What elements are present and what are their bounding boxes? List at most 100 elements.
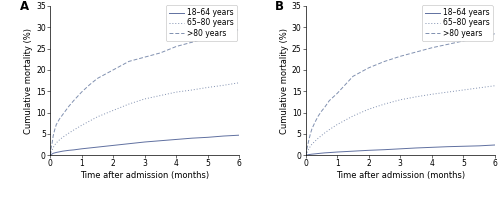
65–80 years: [334, 123, 340, 126]
18–64 years: [306, 153, 312, 156]
18–64 years: [309, 153, 315, 155]
18–64 years: [304, 154, 310, 156]
18–64 years: [48, 153, 54, 156]
>80 years: [158, 52, 164, 54]
>80 years: [49, 141, 55, 144]
>80 years: [316, 115, 322, 117]
65–80 years: [50, 146, 56, 149]
18–64 years: [312, 153, 318, 155]
18–64 years: [382, 148, 388, 151]
Line: 65–80 years: 65–80 years: [50, 83, 240, 155]
65–80 years: [302, 154, 308, 156]
>80 years: [306, 139, 312, 141]
>80 years: [56, 118, 62, 120]
>80 years: [382, 60, 388, 63]
>80 years: [334, 92, 340, 95]
18–64 years: [308, 153, 314, 156]
18–64 years: [50, 152, 56, 154]
65–80 years: [322, 132, 328, 134]
18–64 years: [54, 151, 60, 154]
>80 years: [142, 56, 148, 58]
65–80 years: [460, 89, 466, 91]
65–80 years: [304, 152, 310, 154]
18–64 years: [318, 152, 324, 154]
Legend: 18–64 years, 65–80 years, >80 years: 18–64 years, 65–80 years, >80 years: [166, 5, 237, 41]
65–80 years: [308, 145, 314, 147]
18–64 years: [476, 145, 482, 147]
>80 years: [318, 110, 324, 112]
>80 years: [326, 100, 332, 102]
18–64 years: [492, 144, 498, 146]
18–64 years: [236, 134, 242, 136]
>80 years: [308, 133, 314, 135]
65–80 years: [86, 120, 92, 122]
>80 years: [312, 121, 318, 123]
>80 years: [50, 135, 56, 137]
65–80 years: [236, 82, 242, 84]
18–64 years: [70, 149, 76, 151]
18–64 years: [142, 141, 148, 143]
Text: A: A: [20, 0, 29, 13]
Line: 18–64 years: 18–64 years: [306, 145, 495, 155]
65–80 years: [350, 115, 356, 117]
>80 years: [66, 105, 72, 107]
Line: >80 years: >80 years: [306, 34, 495, 155]
18–64 years: [52, 152, 58, 154]
18–64 years: [302, 154, 308, 156]
Text: B: B: [276, 0, 284, 13]
18–64 years: [94, 146, 100, 148]
65–80 years: [54, 142, 60, 144]
18–64 years: [78, 148, 84, 150]
>80 years: [304, 149, 310, 151]
>80 years: [47, 154, 53, 156]
>80 years: [110, 69, 116, 71]
>80 years: [302, 154, 308, 156]
18–64 years: [342, 150, 348, 153]
>80 years: [52, 128, 58, 131]
>80 years: [126, 60, 132, 63]
>80 years: [54, 123, 60, 126]
Y-axis label: Cumulative mortality (%): Cumulative mortality (%): [280, 28, 289, 134]
65–80 years: [444, 91, 450, 93]
X-axis label: Time after admission (months): Time after admission (months): [336, 171, 465, 180]
65–80 years: [48, 151, 54, 154]
18–64 years: [205, 136, 211, 139]
18–64 years: [350, 150, 356, 152]
65–80 years: [189, 89, 195, 91]
65–80 years: [398, 99, 404, 101]
65–80 years: [205, 86, 211, 89]
>80 years: [63, 109, 69, 112]
>80 years: [492, 32, 498, 35]
65–80 years: [158, 94, 164, 97]
18–64 years: [460, 145, 466, 147]
Y-axis label: Cumulative mortality (%): Cumulative mortality (%): [24, 28, 34, 134]
>80 years: [60, 113, 66, 116]
65–80 years: [309, 143, 315, 145]
Legend: 18–64 years, 65–80 years, >80 years: 18–64 years, 65–80 years, >80 years: [422, 5, 492, 41]
65–80 years: [63, 134, 69, 136]
>80 years: [476, 37, 482, 39]
65–80 years: [382, 103, 388, 105]
65–80 years: [78, 124, 84, 127]
18–64 years: [126, 142, 132, 145]
Line: >80 years: >80 years: [50, 29, 240, 155]
>80 years: [429, 47, 435, 49]
65–80 years: [49, 149, 55, 151]
>80 years: [173, 45, 179, 48]
>80 years: [305, 143, 311, 146]
18–64 years: [366, 149, 372, 151]
18–64 years: [334, 151, 340, 153]
Line: 65–80 years: 65–80 years: [306, 86, 495, 155]
18–64 years: [316, 152, 322, 155]
18–64 years: [189, 137, 195, 139]
>80 years: [236, 28, 242, 31]
65–80 years: [305, 150, 311, 152]
65–80 years: [306, 148, 312, 150]
>80 years: [48, 148, 54, 150]
65–80 years: [220, 84, 226, 87]
>80 years: [70, 100, 76, 102]
>80 years: [309, 128, 315, 130]
65–80 years: [316, 137, 322, 139]
65–80 years: [70, 129, 76, 131]
65–80 years: [56, 139, 62, 141]
